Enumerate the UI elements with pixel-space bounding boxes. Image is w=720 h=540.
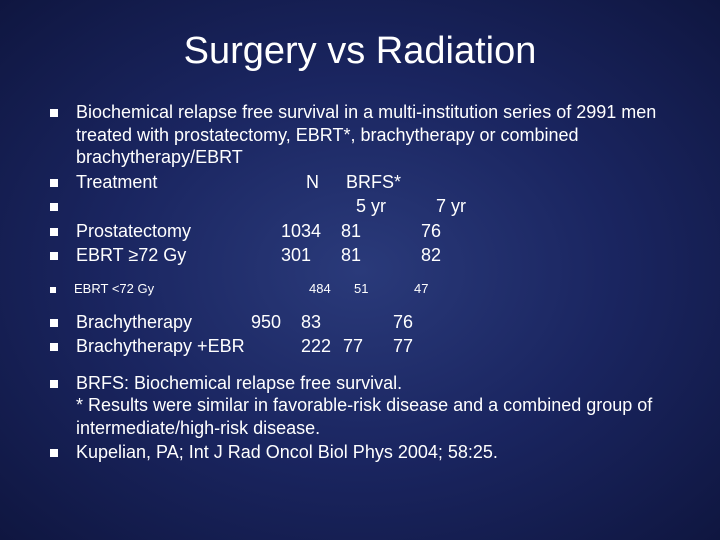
cell-5yr: 83 [301,311,393,334]
slide: Surgery vs Radiation Biochemical relapse… [0,0,720,540]
bullet-icon [50,252,58,260]
year-5: 5 yr [356,195,436,218]
year-7: 7 yr [436,196,466,216]
slide-body: Biochemical relapse free survival in a m… [30,101,690,464]
cell-label: Prostatectomy [76,220,281,243]
cell-7yr: 82 [421,244,481,267]
bullet-text: Biochemical relapse free survival in a m… [76,101,690,169]
cell-7yr: 76 [393,311,443,334]
footnote-line1: BRFS: Biochemical relapse free survival. [76,373,402,393]
cell-n: 222 [301,335,343,358]
bullet-icon [50,380,58,388]
bullet-icon [50,203,58,211]
cell-5yr: 81 [341,220,421,243]
header-brfs: BRFS* [346,171,406,194]
bullet-icon [50,228,58,236]
cell-7yr: 76 [421,220,481,243]
bullet-item: EBRT ≥72 Gy3018182 [50,244,690,267]
bullet-icon [50,179,58,187]
cell-label: EBRT <72 Gy [74,281,309,297]
bullet-item: BRFS: Biochemical relapse free survival.… [50,372,690,440]
cell-5yr: 81 [341,244,421,267]
cell-label: Brachytherapy [76,311,251,334]
bullet-item: TreatmentNBRFS* [50,171,690,194]
cell-5yr: 51 [354,281,414,297]
bullet-item: EBRT <72 Gy4845147 [50,281,690,297]
bullet-icon [50,449,58,457]
cell-5yr: 77 [343,335,393,358]
bullet-icon [50,319,58,327]
citation: Kupelian, PA; Int J Rad Oncol Biol Phys … [76,441,498,464]
bullet-item: 5 yr7 yr [50,195,690,218]
cell-n: 484 [309,281,354,297]
table-row: Prostatectomy10348176 [76,220,481,243]
cell-label: EBRT ≥72 Gy [76,244,281,267]
cell-n: 301 [281,244,341,267]
header-n: N [306,171,346,194]
table-row: Brachytherapy +EBR2227777 [76,335,443,358]
cell-label: Brachytherapy +EBR [76,335,301,358]
bullet-item: Kupelian, PA; Int J Rad Oncol Biol Phys … [50,441,690,464]
table-row: Brachytherapy9508376 [76,311,443,334]
footnote: BRFS: Biochemical relapse free survival.… [76,372,690,440]
year-row: 5 yr7 yr [76,195,466,218]
cell-n: 950 [251,311,301,334]
bullet-icon [50,287,56,293]
cell-7yr: 47 [414,281,464,297]
footnote-line2: * Results were similar in favorable-risk… [76,395,652,438]
cell-n: 1034 [281,220,341,243]
bullet-item: Biochemical relapse free survival in a m… [50,101,690,169]
cell-7yr: 77 [393,335,443,358]
table-header: TreatmentNBRFS* [76,171,406,194]
bullet-icon [50,343,58,351]
bullet-item: Brachytherapy +EBR2227777 [50,335,690,358]
bullet-icon [50,109,58,117]
slide-title: Surgery vs Radiation [30,30,690,73]
table-row: EBRT <72 Gy4845147 [74,281,464,297]
bullet-item: Brachytherapy9508376 [50,311,690,334]
table-row: EBRT ≥72 Gy3018182 [76,244,481,267]
header-treatment: Treatment [76,171,306,194]
bullet-item: Prostatectomy10348176 [50,220,690,243]
